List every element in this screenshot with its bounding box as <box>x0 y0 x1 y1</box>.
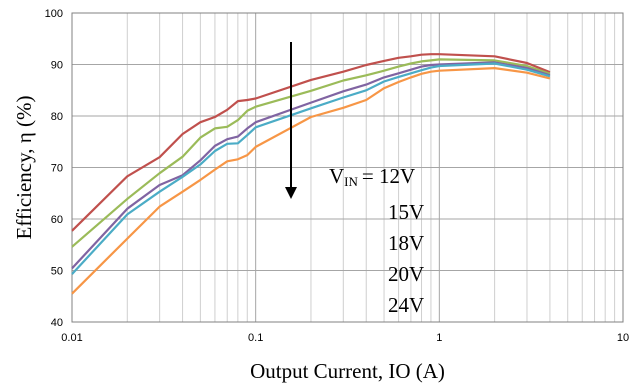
y-tick-label: 70 <box>51 163 63 175</box>
plot-frame <box>71 12 624 323</box>
vin-label-12v: VIN = 12V <box>329 164 415 189</box>
y-tick-label: 90 <box>51 60 63 72</box>
series-line-15v <box>71 58 551 248</box>
x-tick-label: 0.1 <box>248 332 263 344</box>
tick-labels: 0.01 0.1 1 10 40 50 60 70 80 90 100 <box>45 8 629 344</box>
grid-lines <box>71 12 623 323</box>
y-tick-label: 100 <box>45 8 63 20</box>
vin-label-18v: 18V <box>388 231 424 255</box>
series-line-18v <box>71 61 551 270</box>
vin-annotation: VIN = 12V 15V 18V 20V 24V <box>285 42 424 317</box>
vin-value-12v: = 12V <box>362 164 415 188</box>
y-tick-label: 80 <box>51 111 63 123</box>
arrow-down-icon <box>285 187 297 199</box>
series-line-24v <box>71 66 551 295</box>
series-line-12v <box>71 53 551 232</box>
x-axis-label: Output Current, IO (A) <box>250 359 445 383</box>
vin-subscript: IN <box>344 174 358 189</box>
x-tick-label: 1 <box>436 332 442 344</box>
y-tick-label: 60 <box>51 214 63 226</box>
x-tick-label: 10 <box>617 332 629 344</box>
x-tick-label: 0.01 <box>61 332 82 344</box>
vin-label-24v: 24V <box>388 293 424 317</box>
y-tick-label: 50 <box>51 266 63 278</box>
vin-label-20v: 20V <box>388 262 424 286</box>
y-tick-label: 40 <box>51 317 63 329</box>
vin-label-15v: 15V <box>388 200 424 224</box>
y-axis-label: Efficiency, η (%) <box>12 96 36 240</box>
series-line-20v <box>71 62 551 275</box>
series-layer <box>71 53 551 295</box>
vin-prefix: V <box>329 164 344 188</box>
